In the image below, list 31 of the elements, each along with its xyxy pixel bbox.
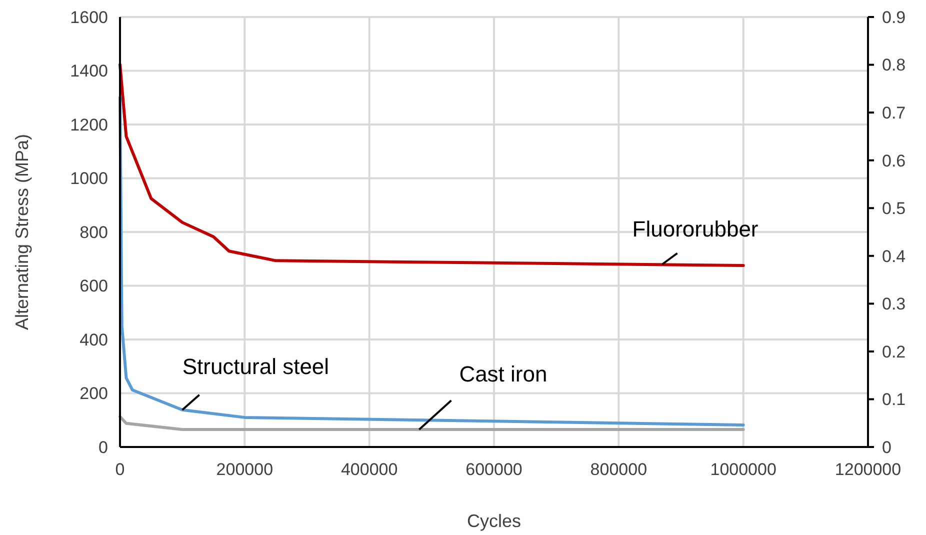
y2-tick-label: 0.9 — [882, 8, 906, 27]
y2-tick-label: 0.1 — [882, 390, 906, 410]
y-tick-label: 0 — [98, 438, 108, 457]
y2-tick-label: 0.7 — [882, 104, 906, 123]
x-tick-label: 1200000 — [834, 460, 902, 479]
y2-tick-label: 0.6 — [882, 151, 906, 170]
annotation: Structural steel — [182, 354, 330, 379]
y-axis-title: Alternating Stress (MPa) — [12, 134, 32, 330]
y2-tick-label: 0 — [882, 438, 892, 457]
y2-tick-label: 0.8 — [882, 56, 906, 75]
x-tick-label: 600000 — [466, 460, 522, 479]
y-tick-label: 200 — [80, 384, 108, 404]
y-tick-label: 800 — [80, 222, 108, 242]
y2-tick-label: 0.3 — [882, 294, 906, 314]
y-tick-label: 1000 — [70, 169, 108, 188]
y-tick-label: 400 — [80, 330, 108, 350]
x-tick-label: 800000 — [590, 460, 648, 479]
y2-tick-label: 0.5 — [882, 199, 906, 218]
y-tick-label: 600 — [80, 276, 108, 296]
y2-tick-label: 0.2 — [882, 342, 906, 362]
y-tick-label: 1600 — [70, 8, 108, 27]
y-tick-label: 1400 — [70, 62, 108, 81]
x-axis-title: Cycles — [466, 511, 522, 531]
annotation: Cast iron — [459, 362, 548, 387]
x-tick-label: 200000 — [216, 460, 274, 479]
x-tick-label: 1000000 — [710, 460, 776, 479]
y-tick-label: 1200 — [70, 115, 108, 134]
annotation: Fluororubber — [632, 216, 758, 242]
y2-tick-label: 0.4 — [882, 246, 906, 266]
x-tick-label: 0 — [115, 460, 125, 479]
x-tick-label: 400000 — [340, 460, 398, 479]
